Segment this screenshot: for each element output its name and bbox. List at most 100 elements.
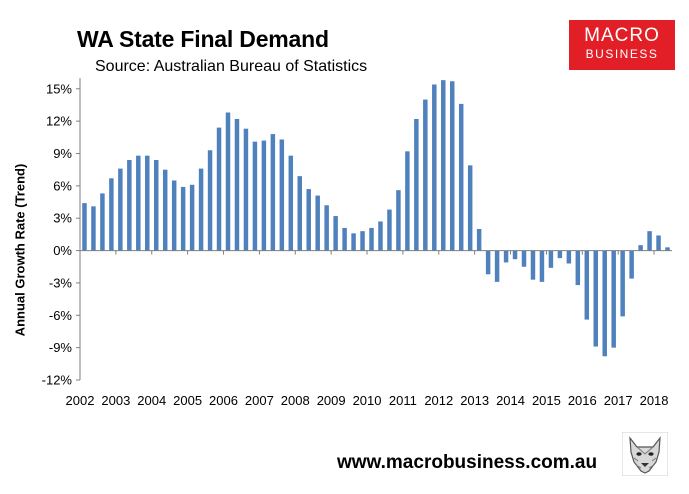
x-tick-label: 2003: [101, 393, 130, 408]
bar: [665, 247, 670, 251]
x-tick-label: 2011: [389, 393, 417, 408]
x-tick-label: 2012: [424, 393, 453, 408]
bar: [467, 165, 473, 251]
y-tick-label: 15%: [46, 81, 72, 96]
bar: [450, 81, 455, 251]
bar: [548, 250, 554, 268]
bar: [189, 184, 195, 251]
bar: [584, 250, 590, 320]
y-tick-label: 12%: [46, 114, 72, 129]
bar: [270, 134, 276, 251]
bar: [602, 250, 607, 357]
bar: [297, 176, 302, 251]
bar: [423, 99, 428, 251]
bar: [485, 250, 491, 275]
bar: [494, 250, 500, 282]
bar: [593, 250, 598, 347]
bar: [458, 103, 464, 251]
x-tick-label: 2013: [460, 393, 489, 408]
bar: [360, 231, 365, 251]
bar: [171, 180, 177, 251]
bar: [539, 250, 545, 282]
bar: [207, 150, 213, 251]
bar: [333, 216, 338, 251]
x-tick-label: 2009: [317, 393, 346, 408]
y-tick-label: 3%: [53, 211, 72, 226]
bar: [198, 168, 204, 251]
bar: [136, 155, 141, 251]
bar: [306, 189, 311, 251]
bar: [324, 205, 329, 251]
bar: [82, 203, 87, 251]
x-tick-label: 2002: [66, 393, 95, 408]
x-tick-label: 2010: [353, 393, 382, 408]
y-tick-label: 6%: [53, 178, 72, 193]
bar: [342, 227, 347, 251]
bar: [414, 118, 419, 251]
bar: [288, 155, 294, 251]
bar: [512, 250, 518, 260]
wolf-head-icon: [622, 432, 668, 476]
bar: [656, 235, 661, 251]
bar: [154, 159, 159, 251]
bar: [566, 250, 572, 264]
x-tick-label: 2004: [137, 393, 166, 408]
bar: [162, 169, 168, 251]
y-tick-label: 9%: [53, 146, 72, 161]
bar: [216, 127, 222, 251]
bar: [261, 140, 267, 251]
y-tick-label: -6%: [49, 308, 73, 323]
y-tick-label: -12%: [42, 373, 73, 388]
bar: [127, 159, 132, 251]
chart-source: Source: Australian Bureau of Statistics: [95, 58, 368, 75]
logo-line-2: BUSINESS: [585, 47, 659, 61]
bar: [647, 231, 652, 251]
chart-title: WA State Final Demand: [77, 26, 329, 52]
bar: [91, 206, 96, 251]
x-tick-label: 2014: [496, 393, 525, 408]
bar: [234, 118, 240, 251]
bar: [476, 229, 482, 251]
website-url[interactable]: www.macrobusiness.com.au: [337, 452, 598, 473]
bar: [432, 84, 437, 251]
bar: [378, 221, 383, 251]
bar: [405, 151, 410, 251]
x-tick-label: 2007: [245, 393, 274, 408]
x-tick-label: 2016: [568, 393, 597, 408]
bar: [180, 186, 186, 251]
bar: [279, 139, 285, 251]
bar: [396, 190, 401, 251]
bar: [100, 193, 105, 251]
bar: [441, 80, 446, 251]
bar: [351, 233, 356, 251]
x-tick-label: 2017: [604, 393, 633, 408]
macrobusiness-logo: MACRO BUSINESS: [569, 20, 675, 70]
bar: [521, 250, 527, 267]
bar: [530, 250, 536, 280]
bar: [620, 250, 625, 317]
y-tick-label: -3%: [49, 275, 73, 290]
x-tick-label: 2008: [281, 393, 310, 408]
bar: [503, 250, 509, 263]
bar: [611, 250, 616, 348]
bar: [315, 195, 320, 251]
y-tick-label: -9%: [49, 340, 73, 355]
bar: [252, 141, 258, 251]
y-tick-label: 0%: [53, 243, 72, 258]
x-tick-label: 2005: [173, 393, 202, 408]
bar: [638, 245, 643, 251]
bar: [118, 168, 123, 251]
bar: [243, 128, 249, 251]
x-tick-label: 2015: [532, 393, 561, 408]
bar: [557, 250, 563, 259]
bar: [225, 112, 231, 251]
bar: [369, 227, 374, 251]
x-tick-label: 2018: [640, 393, 669, 408]
bar: [629, 250, 634, 279]
x-tick-label: 2006: [209, 393, 238, 408]
logo-line-1: MACRO: [584, 25, 660, 46]
bar: [145, 155, 150, 251]
bar: [109, 178, 114, 251]
bar: [575, 250, 581, 286]
